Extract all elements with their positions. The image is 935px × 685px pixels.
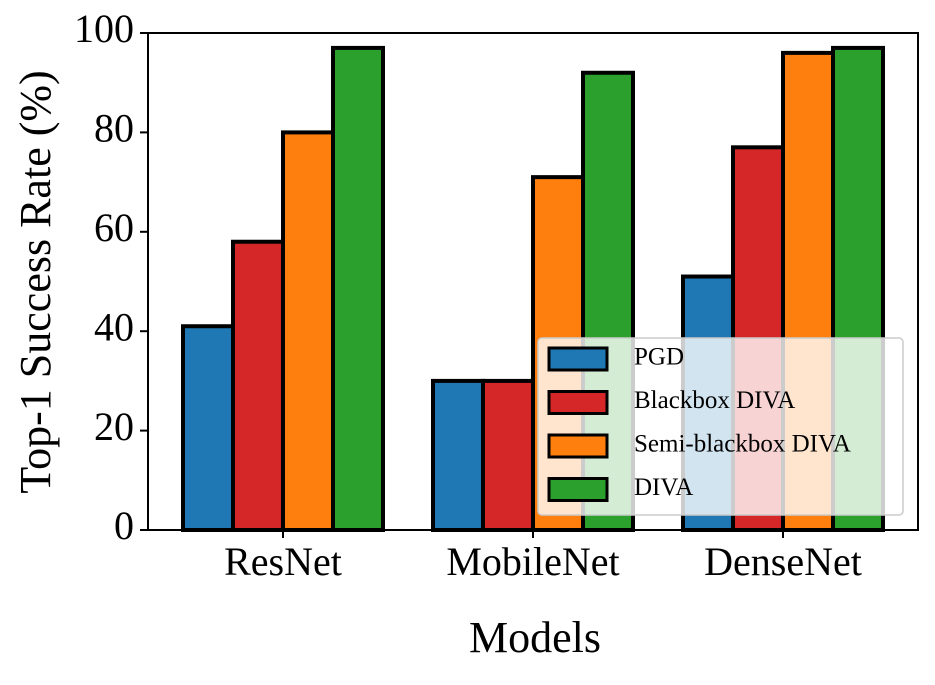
y-tick-label: 80 bbox=[94, 106, 134, 151]
x-tick-label: MobileNet bbox=[446, 539, 619, 584]
legend-label: PGD bbox=[634, 344, 684, 371]
bar bbox=[431, 378, 485, 532]
y-tick-label: 60 bbox=[94, 205, 134, 250]
bar bbox=[331, 45, 385, 532]
legend-box bbox=[537, 337, 904, 516]
bar bbox=[181, 324, 235, 533]
y-axis-label: Top-1 Success Rate (%) bbox=[11, 70, 60, 493]
legend-swatch bbox=[547, 390, 609, 415]
plot-frame bbox=[147, 32, 919, 531]
legend-label: Blackbox DIVA bbox=[634, 387, 795, 414]
y-tick-label: 20 bbox=[94, 404, 134, 449]
legend-label: Semi-blackbox DIVA bbox=[634, 431, 851, 458]
legend-swatch bbox=[547, 433, 609, 459]
x-tick-label: ResNet bbox=[224, 539, 342, 584]
legend: PGD Blackbox DIVA Semi-blackbox DIVA DIVA bbox=[537, 337, 904, 516]
y-tick-label: 40 bbox=[94, 304, 134, 349]
legend-label: DIVA bbox=[634, 474, 693, 501]
bar bbox=[481, 378, 535, 532]
y-tick-label: 100 bbox=[74, 6, 134, 51]
x-axis-label: Models bbox=[469, 613, 601, 662]
legend-swatch bbox=[547, 477, 609, 502]
x-tick-label: DenseNet bbox=[704, 539, 862, 584]
y-tick-label: 0 bbox=[114, 503, 134, 548]
legend-swatch bbox=[547, 346, 609, 372]
bar bbox=[281, 130, 335, 532]
bar bbox=[231, 239, 285, 533]
